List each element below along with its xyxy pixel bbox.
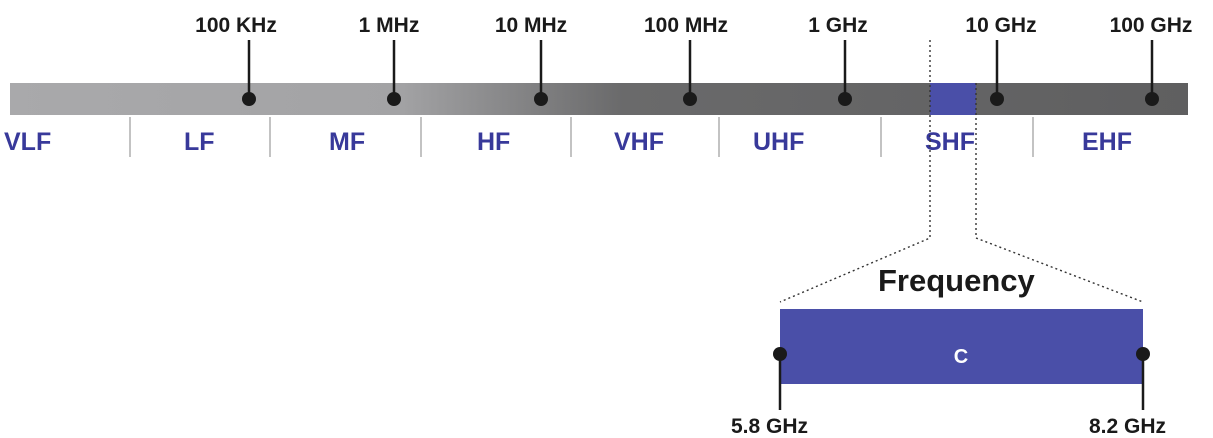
tick-dot-100-mhz — [683, 92, 697, 106]
zoom-band-box — [780, 309, 1143, 384]
tick-dot-100-ghz — [1145, 92, 1159, 106]
band-label-vhf: VHF — [614, 128, 664, 156]
tick-label-10-ghz: 10 GHz — [965, 14, 1036, 37]
zoom-guide-right — [975, 83, 1144, 303]
band-separators — [129, 117, 1034, 157]
band-label-shf: SHF — [925, 128, 975, 156]
band-label-mf: MF — [329, 128, 365, 156]
band-label-uhf: UHF — [753, 128, 804, 156]
zoom-title: Frequency — [878, 263, 1036, 298]
zoom-start-dot — [773, 347, 787, 361]
spectrum-bar — [10, 83, 1188, 115]
zoom-guide-left — [779, 40, 931, 303]
bar-highlight-c-band — [930, 83, 976, 115]
tick-dot-1-ghz — [838, 92, 852, 106]
tick-dot-1-mhz — [387, 92, 401, 106]
band-label-ehf: EHF — [1082, 128, 1132, 156]
tick-label-100-mhz: 100 MHz — [644, 14, 728, 37]
zoom-band-label: C — [954, 346, 968, 368]
zoom-end-dot — [1136, 347, 1150, 361]
tick-label-10-mhz: 10 MHz — [495, 14, 567, 37]
zoom-start-label: 5.8 GHz — [731, 415, 808, 438]
tick-label-1-mhz: 1 MHz — [359, 14, 420, 37]
tick-dot-100-khz — [242, 92, 256, 106]
band-label-hf: HF — [477, 128, 510, 156]
band-label-vlf: VLF — [4, 128, 51, 156]
tick-label-1-ghz: 1 GHz — [808, 14, 868, 37]
tick-label-100-khz: 100 KHz — [195, 14, 277, 37]
zoom-end-label: 8.2 GHz — [1089, 415, 1166, 438]
tick-dot-10-mhz — [534, 92, 548, 106]
tick-label-100-ghz: 100 GHz — [1110, 14, 1193, 37]
band-label-lf: LF — [184, 128, 215, 156]
tick-dot-10-ghz — [990, 92, 1004, 106]
zoom-guides — [779, 40, 1144, 303]
